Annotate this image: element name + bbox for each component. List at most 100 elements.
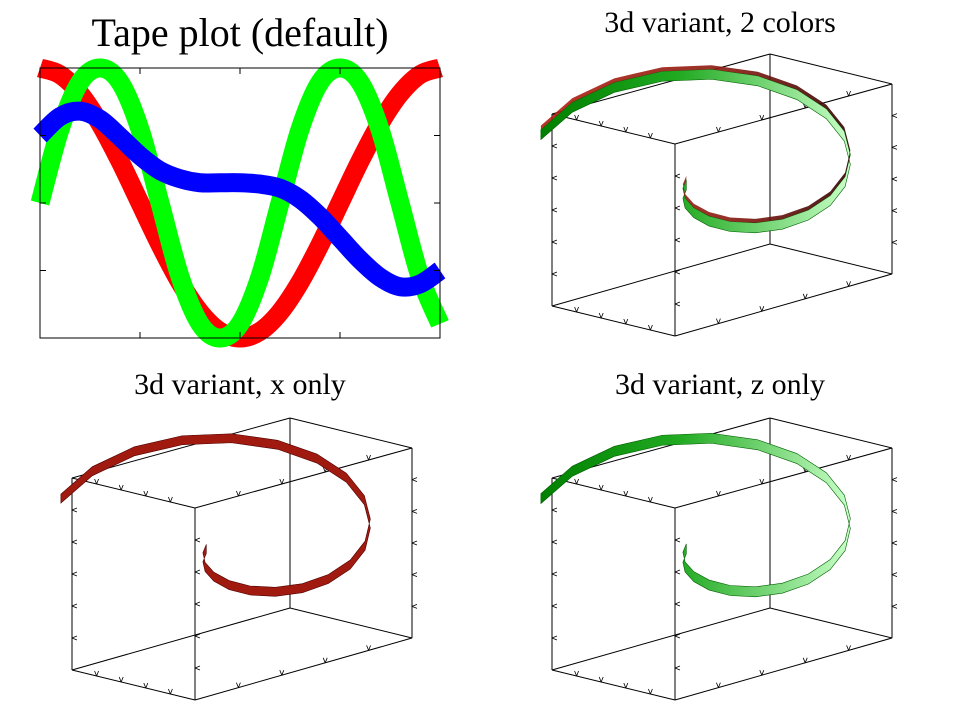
box-tick: [674, 569, 681, 575]
box-tick: [759, 670, 765, 676]
panel-title: 3d variant, 2 colors: [604, 6, 836, 39]
box-edge: [769, 417, 893, 449]
box-tick: [411, 508, 418, 514]
box-tick: [551, 635, 558, 641]
box-edge: [71, 477, 196, 509]
box-tick: [168, 688, 173, 695]
box-tick: [118, 484, 124, 491]
box-tick: [551, 239, 558, 245]
box-edge: [551, 113, 676, 145]
box-tick: [759, 306, 765, 312]
box-tick: [411, 477, 418, 483]
box-tick: [891, 208, 898, 214]
box-tick: [71, 635, 78, 641]
box-tick: [411, 603, 418, 609]
box-tick: [716, 126, 721, 133]
box-tick: [574, 478, 579, 485]
box-tick: [674, 269, 681, 275]
box-tick: [574, 306, 579, 313]
box-tick: [674, 173, 681, 179]
box-tick: [623, 682, 629, 689]
box-tick: [846, 90, 851, 97]
panel-3d-x-only: 3d variant, x only: [60, 368, 418, 701]
box-edge: [71, 669, 196, 701]
box-tick: [236, 682, 241, 688]
box-tick: [759, 478, 765, 485]
box-tick: [623, 126, 629, 133]
box-tick: [716, 490, 721, 497]
box-tick: [891, 239, 898, 245]
box-tick: [648, 324, 653, 331]
box-tick: [598, 120, 604, 127]
tape-series-group: [30, 58, 449, 348]
box-tick: [551, 271, 558, 277]
box-tick: [551, 507, 558, 513]
box-tick: [648, 688, 653, 695]
tape-series-2: [30, 58, 449, 348]
box-edge: [194, 447, 413, 509]
box-tick: [94, 478, 99, 485]
box-tick: [194, 633, 201, 639]
box-tick: [648, 496, 653, 503]
box-tick: [623, 490, 629, 497]
box-tick: [891, 508, 898, 514]
box-tick: [94, 670, 99, 677]
panel-tape-default: Tape plot (default): [30, 10, 449, 348]
panel-title: 3d variant, x only: [134, 368, 346, 401]
box-tick: [194, 601, 201, 607]
box-tick: [279, 478, 285, 485]
panel-3d-z-only: 3d variant, z only: [540, 368, 898, 701]
box-tick: [143, 682, 149, 689]
box-tick: [802, 293, 808, 299]
box-edge: [769, 607, 893, 639]
box-tick: [168, 496, 173, 503]
box-edge: [674, 83, 893, 145]
box-tick: [366, 454, 371, 461]
box-tick: [891, 540, 898, 546]
plot-3d-box: [60, 417, 418, 701]
box-tick: [846, 645, 851, 651]
box-tick: [411, 540, 418, 546]
box-tick: [891, 477, 898, 483]
box-tick: [891, 176, 898, 182]
plot-3d-box: [540, 417, 898, 701]
box-tick: [623, 318, 629, 325]
box-tick: [551, 603, 558, 609]
tape-ribbon: [540, 432, 851, 598]
axes-frame: [39, 67, 441, 339]
plot-3d-box: [540, 53, 898, 337]
box-tick: [891, 572, 898, 578]
panel-3d-2colors: 3d variant, 2 colors: [540, 6, 898, 337]
box-tick: [716, 682, 721, 688]
box-tick: [674, 665, 681, 671]
box-tick: [891, 144, 898, 150]
box-edge: [674, 273, 893, 337]
box-tick: [674, 301, 681, 307]
box-tick: [194, 569, 201, 575]
box-tick: [551, 175, 558, 181]
box-tick: [194, 665, 201, 671]
panel-title: 3d variant, z only: [615, 368, 825, 401]
box-tick: [551, 143, 558, 149]
box-tick: [143, 490, 149, 497]
box-tick: [551, 571, 558, 577]
box-tick: [846, 454, 851, 461]
box-edge: [551, 477, 676, 509]
box-tick: [674, 633, 681, 639]
box-edge: [289, 607, 413, 639]
box-edge: [769, 243, 893, 275]
box-edge: [194, 637, 413, 701]
box-tick: [674, 237, 681, 243]
box-tick: [598, 312, 604, 319]
box-edge: [71, 607, 291, 671]
box-tick: [411, 572, 418, 578]
box-tick: [891, 603, 898, 609]
box-edge: [769, 53, 893, 85]
box-tick: [716, 318, 721, 324]
box-tick: [551, 539, 558, 545]
box-tick: [891, 113, 898, 119]
tape-series-3: [33, 101, 446, 297]
box-tick: [551, 207, 558, 213]
box-tick: [574, 670, 579, 677]
box-tick: [71, 507, 78, 513]
